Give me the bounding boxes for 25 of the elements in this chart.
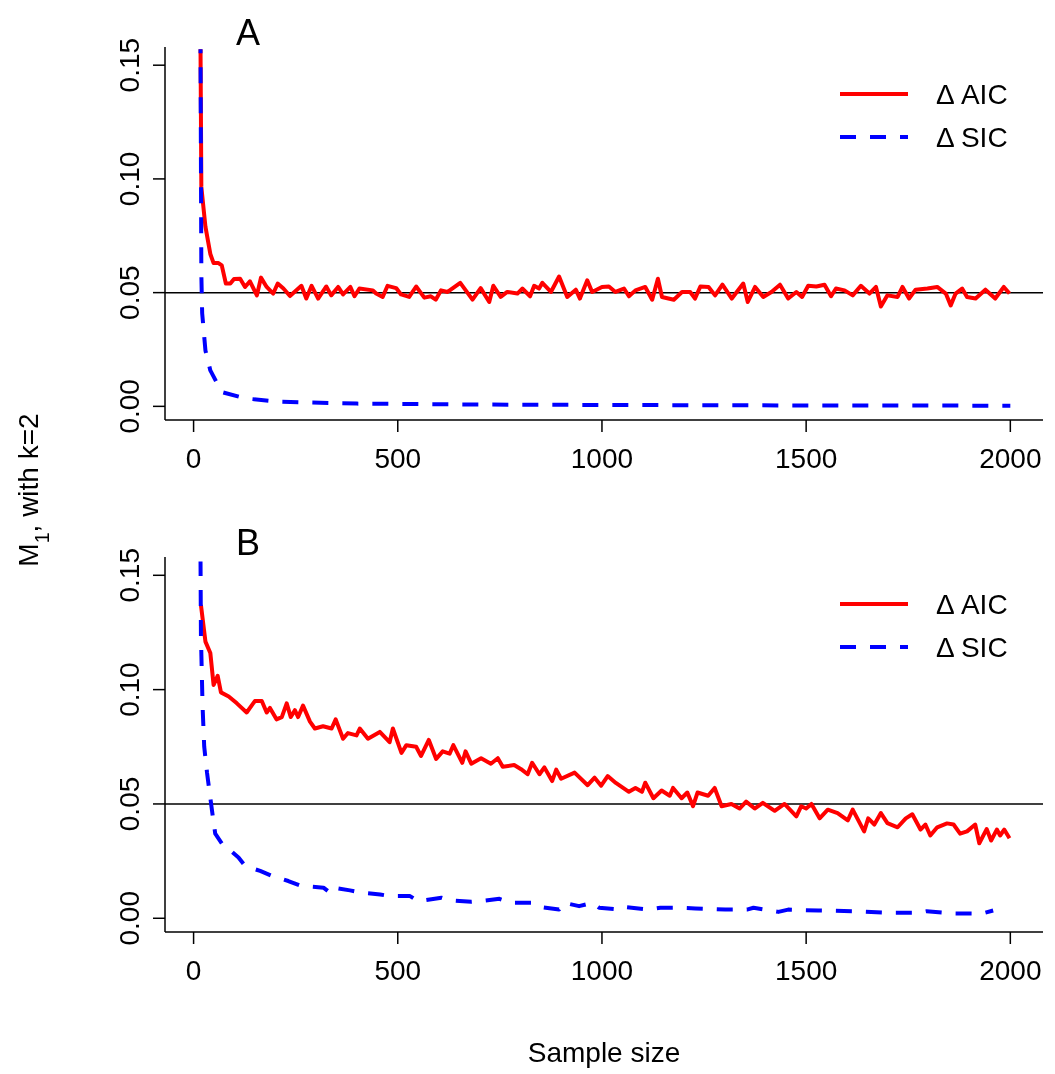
x-tick-label: 0 xyxy=(185,443,202,474)
y-tick-label: 0.05 xyxy=(114,776,145,832)
y-tick-label: 0.00 xyxy=(114,891,145,946)
legend-label: Δ AIC xyxy=(936,589,1008,620)
legend-label: Δ SIC xyxy=(936,122,1008,153)
x-tick-label: 2000 xyxy=(979,955,1042,986)
legend-label: Δ SIC xyxy=(936,632,1008,663)
x-tick-label: 500 xyxy=(374,443,422,474)
y-tick-label: 0.10 xyxy=(114,151,145,207)
x-tick-label: 1500 xyxy=(775,955,838,986)
x-tick-label: 0 xyxy=(185,955,202,986)
x-tick-label: 500 xyxy=(374,955,422,986)
x-tick-label: 1500 xyxy=(775,443,838,474)
y-tick-label: 0.00 xyxy=(114,379,145,434)
x-axis-title: Sample size xyxy=(527,1037,681,1068)
y-tick-label: 0.15 xyxy=(114,37,145,93)
x-tick-label: 1000 xyxy=(570,955,634,986)
y-tick-label: 0.15 xyxy=(114,548,145,603)
y-tick-label: 0.10 xyxy=(114,662,145,717)
x-tick-label: 1000 xyxy=(570,443,634,474)
x-tick-label: 2000 xyxy=(979,443,1042,474)
chart-title: B xyxy=(235,522,261,563)
y-tick-label: 0.05 xyxy=(114,265,145,320)
chart-title: A xyxy=(235,12,261,53)
legend-label: Δ AIC xyxy=(936,79,1008,110)
